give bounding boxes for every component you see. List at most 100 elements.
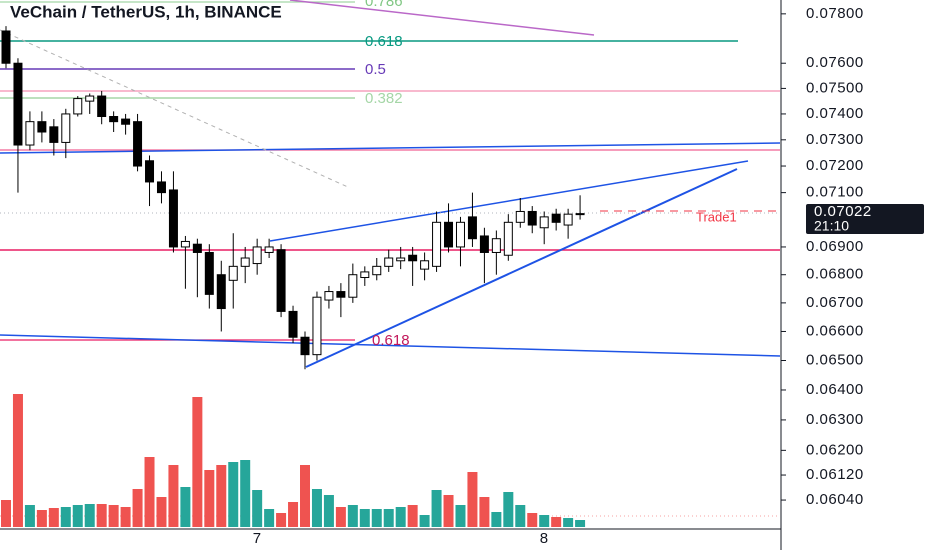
fib-label: 0.382: [365, 90, 403, 107]
volume-bar: [228, 462, 239, 527]
candle-body: [25, 121, 35, 146]
candle-body: [503, 221, 513, 256]
volume-bar: [323, 495, 334, 527]
candle-body: [420, 260, 430, 270]
countdown: 21:10: [814, 218, 849, 234]
volume-bar: [407, 505, 418, 527]
candle-body: [467, 216, 477, 240]
candle-body: [264, 246, 274, 253]
volume-bar: [264, 509, 275, 527]
volume-bar: [12, 394, 23, 527]
volume-bar: [96, 504, 107, 527]
candle-body: [444, 221, 454, 248]
volume-bar: [300, 465, 310, 527]
volume-bar: [60, 507, 71, 527]
volume-bar: [168, 465, 179, 527]
y-tick-label: 0.07500: [806, 79, 864, 96]
candle-body: [539, 216, 549, 229]
volume-bar: [479, 497, 490, 527]
volume-bar: [72, 505, 83, 527]
candle-body: [563, 213, 573, 226]
volume-bar: [527, 513, 538, 527]
volume-bar: [276, 513, 287, 527]
candle-body: [300, 336, 310, 356]
candle-body: [168, 189, 178, 248]
fib-label: 0.618: [365, 33, 403, 50]
volume-bar: [204, 470, 215, 527]
candle-body: [384, 257, 394, 267]
chart-title: VeChain / TetherUS, 1h, BINANCE: [10, 2, 282, 21]
volume-bar: [48, 508, 59, 527]
wedge-upper: [269, 160, 749, 242]
candle-body: [252, 246, 262, 265]
marks: [1, 26, 586, 527]
y-tick-label: 0.06300: [806, 411, 864, 428]
volume-bar: [84, 504, 95, 527]
candle-body: [1, 30, 11, 64]
candle-body: [276, 249, 286, 312]
candle-body: [228, 265, 238, 281]
candle-body: [49, 126, 59, 143]
candle-body: [575, 213, 585, 216]
candle-body: [396, 257, 406, 262]
volume-bar: [491, 512, 502, 527]
candle-body: [288, 310, 298, 338]
trend-line: [0, 334, 781, 357]
candle-body: [455, 221, 465, 248]
volume-bar: [455, 505, 466, 527]
candle-body: [180, 240, 190, 248]
y-tick-label: 0.06900: [806, 238, 864, 255]
y-tick-label: 0.07800: [806, 5, 864, 22]
axis: 0.07800 0.07600 0.07500 0.07400 0.07300 0.072…: [253, 5, 864, 547]
volume-bar: [36, 510, 47, 527]
last-price-box: [806, 204, 924, 234]
candle-body: [479, 235, 489, 253]
candle-body: [216, 274, 226, 310]
trade-label: Trade1: [696, 209, 737, 224]
volume-bar: [120, 507, 131, 527]
volume-bar: [503, 492, 514, 527]
candle-body: [97, 95, 107, 118]
candle-body: [85, 95, 95, 102]
candle-body: [73, 98, 83, 115]
candle-body: [121, 118, 131, 125]
y-tick-label: 0.06600: [806, 322, 864, 339]
drawings: [0, 0, 781, 517]
volume-bar: [156, 497, 167, 527]
volume-bar: [216, 465, 227, 527]
x-tick-label: 7: [253, 530, 262, 547]
fib-label: 0.5: [365, 61, 386, 78]
trend-line: [289, 0, 595, 36]
volume-bar: [252, 490, 263, 527]
x-tick-label: 8: [540, 530, 549, 547]
candle-body: [324, 291, 334, 301]
volume-bar: [551, 517, 562, 527]
candle-body: [432, 221, 442, 267]
volume-bar: [539, 515, 550, 527]
fib-label: 0.786: [365, 0, 403, 10]
candle-body: [551, 213, 561, 223]
wedge-lower: [305, 168, 738, 368]
candle-body: [204, 251, 214, 295]
trend-line: [0, 29, 351, 189]
volume-bar: [144, 457, 155, 527]
candle-body: [133, 121, 143, 167]
volume-bar: [359, 509, 370, 527]
candle-body: [360, 271, 370, 279]
y-tick-label: 0.07200: [806, 157, 864, 174]
candle-body: [491, 238, 501, 253]
y-tick-label: 0.07100: [806, 184, 864, 201]
y-tick-label: 0.07300: [806, 131, 864, 148]
volume-bar: [371, 509, 382, 527]
volume-bar: [108, 505, 119, 527]
y-tick-label: 0.06120: [806, 466, 864, 483]
candle-body: [336, 291, 346, 298]
y-tick-label: 0.06400: [806, 381, 864, 398]
volume-bar: [24, 505, 35, 527]
volume-bar: [240, 460, 251, 527]
last-price-label: 0.07022: [814, 203, 872, 220]
volume-bar: [335, 507, 346, 527]
candle-body: [37, 121, 47, 133]
volume-bar: [347, 505, 358, 527]
